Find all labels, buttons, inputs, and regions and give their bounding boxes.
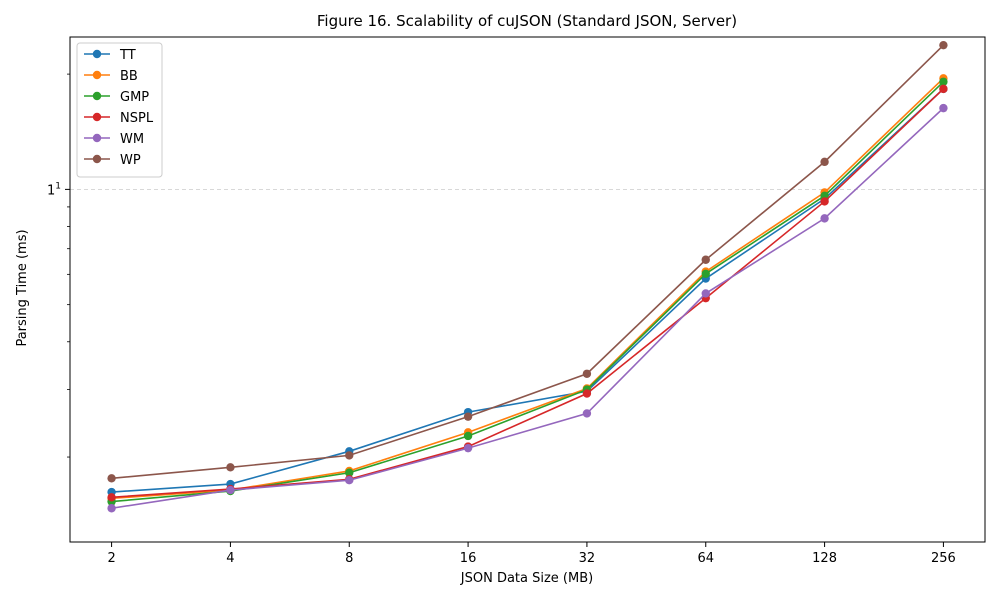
data-point-nspl — [582, 389, 592, 398]
data-point-wp — [582, 369, 592, 378]
legend-item-wp: WP — [84, 153, 141, 168]
data-point-wp — [701, 255, 710, 264]
series-bb — [107, 74, 948, 503]
data-point-gmp — [463, 431, 473, 441]
legend-item-gmp: GMP — [84, 90, 149, 105]
legend: TT BB GMP NSPL WM WP — [76, 42, 163, 178]
y-tick-exponent: 1 — [55, 181, 61, 191]
legend-item-tt: TT — [84, 48, 136, 63]
x-tick-label: 2 — [107, 551, 115, 566]
legend-item-nspl: NSPL — [84, 111, 154, 126]
legend-marker-bb — [92, 70, 102, 80]
plot-frame — [69, 36, 986, 543]
y-axis-label: Parsing Time (ms) — [15, 229, 30, 346]
data-point-nspl — [820, 197, 829, 206]
data-point-wp — [345, 451, 354, 460]
data-point-wm — [226, 485, 235, 495]
legend-label-wp: WP — [120, 153, 141, 168]
axis-layer: 11 2 4 8 16 32 64 128 256 — [47, 73, 956, 566]
legend-marker-nspl — [92, 112, 102, 122]
series-gmp — [107, 77, 948, 506]
legend-item-bb: BB — [84, 69, 138, 84]
series-line-wp — [111, 44, 944, 480]
legend-label-tt: TT — [119, 48, 136, 63]
series-line-bb — [111, 77, 944, 500]
series-line-gmp — [111, 81, 944, 503]
data-point-wp — [107, 474, 116, 483]
data-point-wm — [582, 409, 592, 418]
legend-marker-gmp — [92, 91, 102, 101]
x-tick-label: 32 — [579, 551, 596, 566]
series-line-nspl — [111, 88, 944, 499]
data-point-nspl — [939, 84, 948, 94]
data-point-wp — [939, 40, 948, 50]
legend-label-wm: WM — [120, 132, 144, 147]
data-point-nspl — [107, 493, 116, 502]
series-nspl — [107, 84, 948, 502]
x-tick-label: 128 — [812, 551, 837, 566]
data-point-wm — [463, 443, 473, 453]
legend-label-nspl: NSPL — [120, 111, 154, 126]
x-tick-label: 8 — [345, 551, 353, 566]
series-wm — [107, 103, 948, 513]
legend-marker-tt — [92, 49, 102, 59]
data-point-wm — [345, 476, 354, 485]
legend-marker-wm — [92, 133, 102, 143]
legend-marker-wp — [92, 154, 102, 164]
legend-label-gmp: GMP — [120, 90, 149, 105]
data-point-wp — [463, 412, 473, 421]
x-tick-label: 64 — [697, 551, 714, 566]
data-point-wm — [701, 289, 710, 298]
x-tick-label: 4 — [226, 551, 234, 566]
legend-label-bb: BB — [120, 69, 138, 84]
x-axis-label: JSON Data Size (MB) — [460, 571, 593, 586]
data-point-gmp — [345, 468, 354, 477]
legend-item-wm: WM — [84, 132, 144, 147]
x-tick-label: 256 — [931, 551, 956, 566]
x-tick-label: 16 — [460, 551, 477, 566]
series-line-tt — [111, 88, 944, 493]
data-point-gmp — [701, 269, 710, 278]
data-point-wm — [107, 504, 116, 513]
data-point-wm — [939, 103, 948, 113]
series-layer — [107, 40, 948, 513]
y-tick-label: 11 — [47, 181, 61, 198]
series-tt — [107, 84, 948, 497]
series-wp — [107, 40, 948, 483]
chart-title: Figure 16. Scalability of cuJSON (Standa… — [317, 12, 737, 30]
series-line-wm — [111, 107, 944, 510]
data-point-wm — [820, 214, 829, 223]
data-point-gmp — [939, 77, 948, 86]
data-point-wp — [820, 157, 829, 167]
data-point-wp — [226, 463, 235, 472]
